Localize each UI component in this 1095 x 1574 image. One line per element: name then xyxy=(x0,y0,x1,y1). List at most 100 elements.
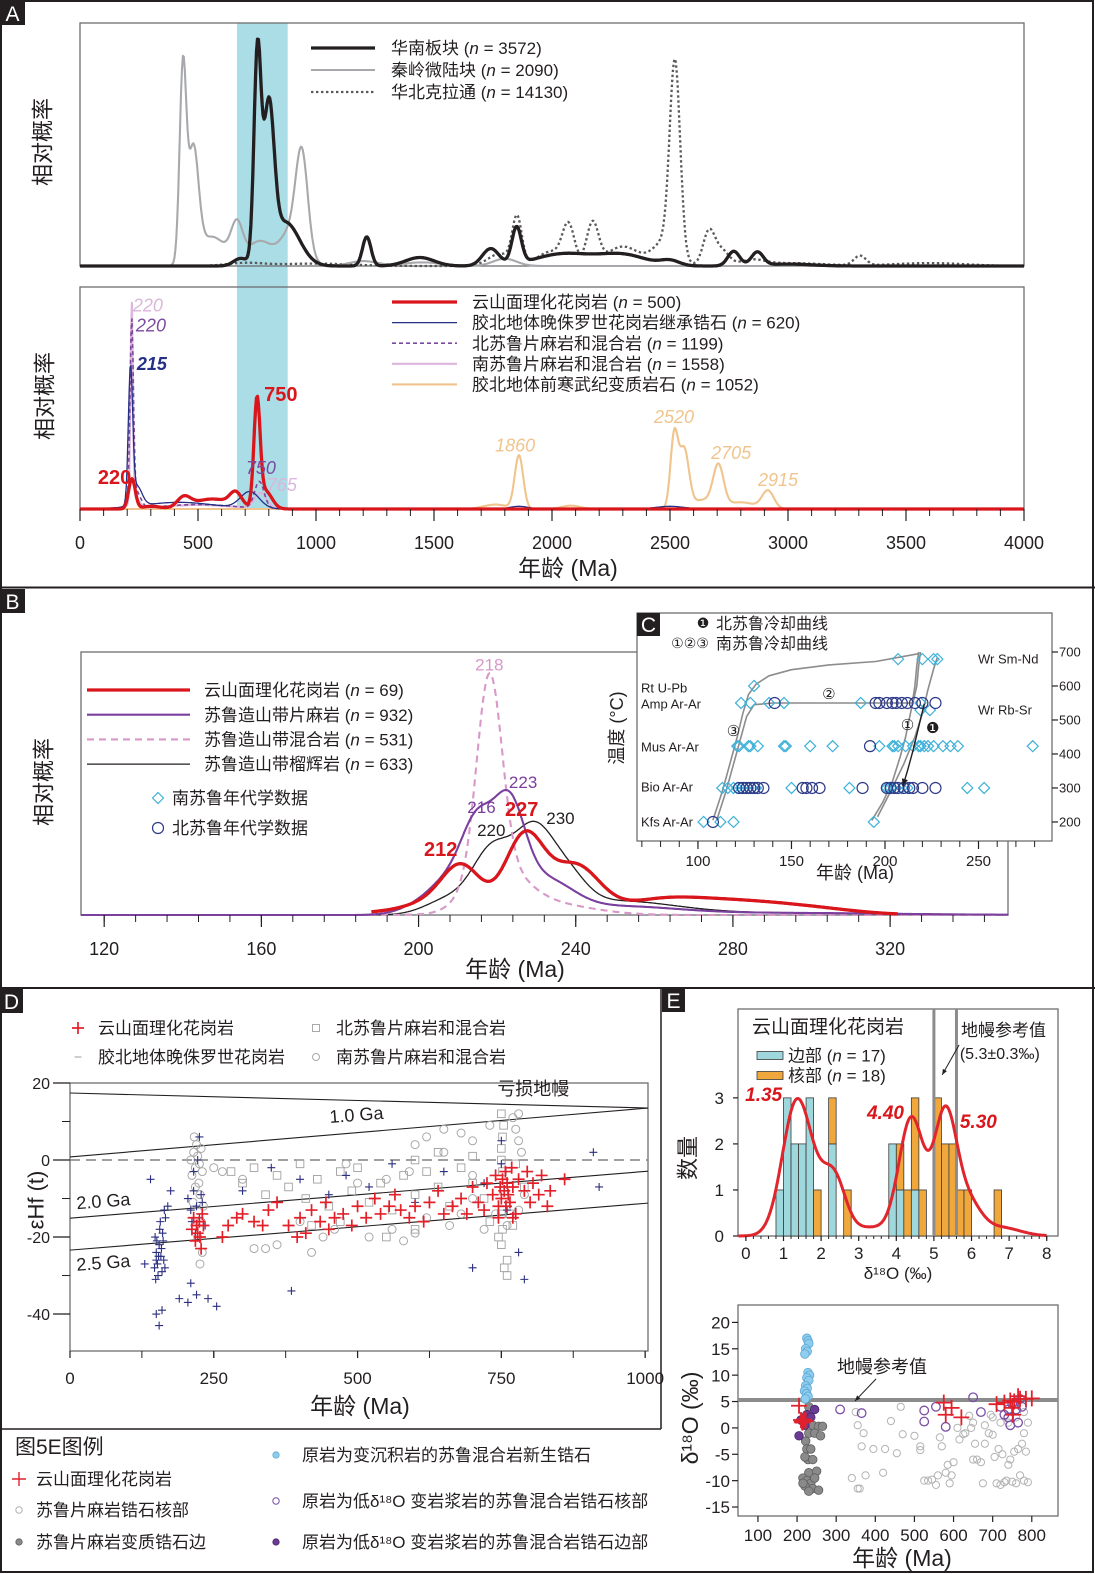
data-point xyxy=(514,1109,524,1119)
data-point xyxy=(383,1200,396,1213)
data-point xyxy=(951,739,965,753)
data-point xyxy=(965,1411,974,1420)
data-point xyxy=(980,1439,989,1448)
peak-labels: 218 223 216 227 230 220 212 xyxy=(424,656,575,861)
data-point xyxy=(249,1244,259,1254)
curve-label: ② xyxy=(822,685,835,703)
data-point xyxy=(910,1431,919,1440)
row-label: Mus Ar-Ar xyxy=(641,740,699,755)
panel-label-box xyxy=(0,589,25,613)
data-point xyxy=(929,781,942,795)
data-point xyxy=(853,1421,862,1430)
data-point xyxy=(1002,1476,1011,1485)
panel-label-a: A xyxy=(0,0,25,26)
data-point xyxy=(499,1165,512,1178)
peak-label: 2520 xyxy=(653,407,694,427)
legend-item: 核部 (n = 18) xyxy=(756,1067,886,1086)
legend-label-part: 1558 xyxy=(681,355,719,374)
peak-label: 220 xyxy=(132,295,163,315)
data-point xyxy=(809,1404,820,1415)
histogram-bar-rim xyxy=(828,1143,837,1237)
data-point xyxy=(919,1405,930,1416)
data-point xyxy=(809,1473,820,1483)
data-point xyxy=(856,781,869,795)
data-point xyxy=(815,1431,826,1441)
data-point xyxy=(439,1147,449,1157)
y-tick-label: 2 xyxy=(715,1135,724,1154)
data-point xyxy=(503,1196,516,1209)
panel-e-oxygen-vs-age: 100 200 300 400 500 600 700 800 -15 -10 -5 0 5 10 15 20… xyxy=(705,1304,1059,1545)
data-point xyxy=(1000,1478,1009,1487)
x-tick-label: 7 xyxy=(1004,1244,1013,1263)
legend-label: 原岩为低δ¹⁸O 变岩浆岩的苏鲁混合岩锆石核部 xyxy=(302,1492,648,1511)
legend-item: 胶北地体晚侏罗世花岗岩继承锆石 (n = 620) xyxy=(392,314,800,333)
legend-label: 苏鲁片麻岩变质锆石边 xyxy=(36,1533,206,1552)
legend-label: 云山面理化花岗岩 (n = 500) xyxy=(472,293,681,312)
row-label: Kfs Ar-Ar xyxy=(641,814,694,829)
data-point xyxy=(806,1444,816,1454)
data-point xyxy=(1026,739,1040,753)
legend-label-part: 云山面理化花岗岩 xyxy=(204,681,340,700)
x-tick-label: 800 xyxy=(1018,1526,1046,1545)
data-point xyxy=(996,1418,1005,1427)
x-tick-label: 0 xyxy=(65,1369,74,1388)
y-tick-label: -5 xyxy=(715,1445,730,1464)
data-point xyxy=(422,1132,432,1142)
y-tick-label: 0 xyxy=(721,1419,730,1438)
data-point xyxy=(328,1211,341,1224)
data-point xyxy=(1004,1418,1013,1427)
legend-item: 云山面理化花岗岩 (n = 69) xyxy=(87,681,404,700)
data-point xyxy=(969,1455,978,1464)
data-point xyxy=(747,781,761,795)
data-point xyxy=(1019,1429,1029,1438)
y-axis-title-e-lower: δ¹⁸O (‰) xyxy=(677,1372,703,1465)
data-point xyxy=(785,781,798,795)
legend-label: 核部 (n = 18) xyxy=(788,1067,886,1086)
data-point xyxy=(399,1236,409,1246)
legend-label-part: 500 xyxy=(647,293,675,312)
data-point xyxy=(798,1478,808,1488)
legend-item: 苏鲁造山带榴辉岩 (n = 633) xyxy=(87,755,413,774)
legend-label-part: 华北克拉通 xyxy=(391,83,476,102)
peak-label: 750 xyxy=(264,384,297,406)
data-point xyxy=(151,1275,160,1284)
data-point xyxy=(992,1479,1001,1488)
data-point xyxy=(931,652,944,666)
data-point xyxy=(506,1180,519,1193)
data-point xyxy=(813,781,826,795)
data-point xyxy=(456,1163,466,1172)
data-point xyxy=(924,1476,933,1485)
x-axis-title-a: 年龄 (Ma) xyxy=(518,555,618,581)
legend-label-part: n xyxy=(652,334,661,353)
data-point xyxy=(715,781,729,795)
arrowhead xyxy=(942,1068,947,1075)
data-point xyxy=(195,1132,204,1141)
south-cooling-symbols: ①②③ xyxy=(671,636,709,652)
x-tick-label: 0 xyxy=(741,1244,750,1263)
histogram-bar-core xyxy=(963,1189,972,1237)
legend-label-part: = xyxy=(479,39,498,58)
x-tick-label: 2 xyxy=(816,1244,825,1263)
data-point xyxy=(294,1211,307,1224)
north-cooling-label: 北苏鲁冷却曲线 xyxy=(716,615,828,633)
data-point xyxy=(287,1286,296,1295)
peak-label: 212 xyxy=(424,839,457,861)
histogram-bars xyxy=(775,1097,1002,1237)
legend-label-part: 14130 xyxy=(515,83,562,102)
data-point xyxy=(855,1484,864,1493)
legend-label-part: 苏鲁造山带片麻岩 xyxy=(204,706,340,725)
legend: 云山面理化花岗岩 (n = 69)苏鲁造山带片麻岩 (n = 932)苏鲁造山带… xyxy=(87,681,413,774)
data-point xyxy=(518,1184,531,1197)
legend-label: 华南板块 (n = 3572) xyxy=(391,39,542,58)
data-point xyxy=(903,781,916,795)
data-point xyxy=(998,1450,1007,1459)
south-cooling-label: 南苏鲁冷却曲线 xyxy=(716,635,828,653)
data-point xyxy=(919,1416,930,1427)
legend-label: 边部 (n = 17) xyxy=(788,1047,886,1066)
data-point xyxy=(299,1227,312,1240)
y-tick-label: 500 xyxy=(1059,713,1081,728)
data-point xyxy=(990,1452,999,1462)
data-point xyxy=(521,1165,534,1178)
